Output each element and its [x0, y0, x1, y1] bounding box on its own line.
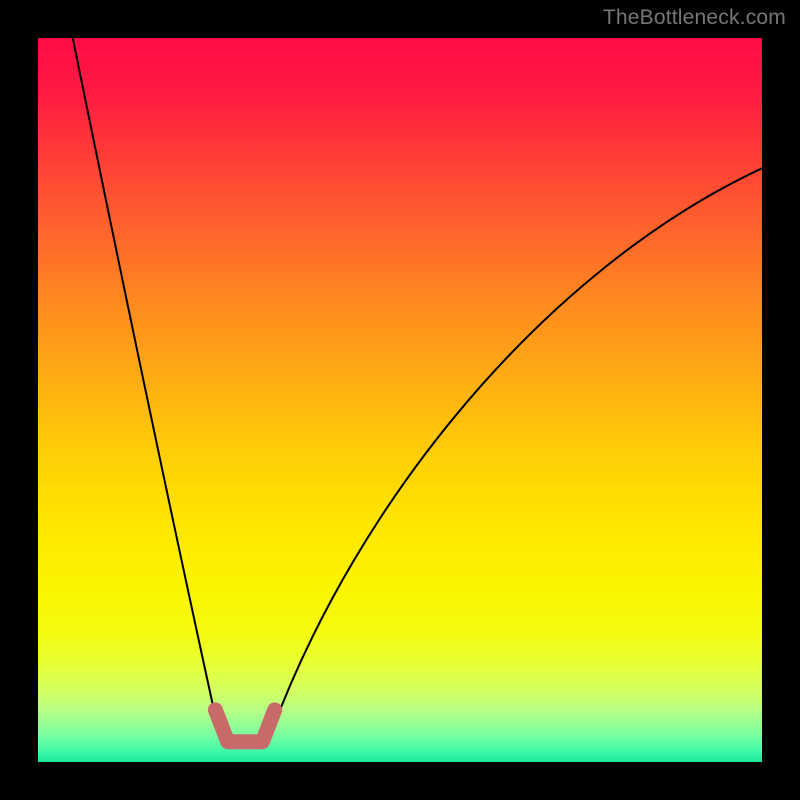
watermark-text: TheBottleneck.com [603, 6, 786, 30]
bottleneck-curve [73, 38, 762, 739]
accent-u-band [215, 710, 274, 742]
plot-area [38, 38, 762, 762]
curve-layer [38, 38, 762, 762]
